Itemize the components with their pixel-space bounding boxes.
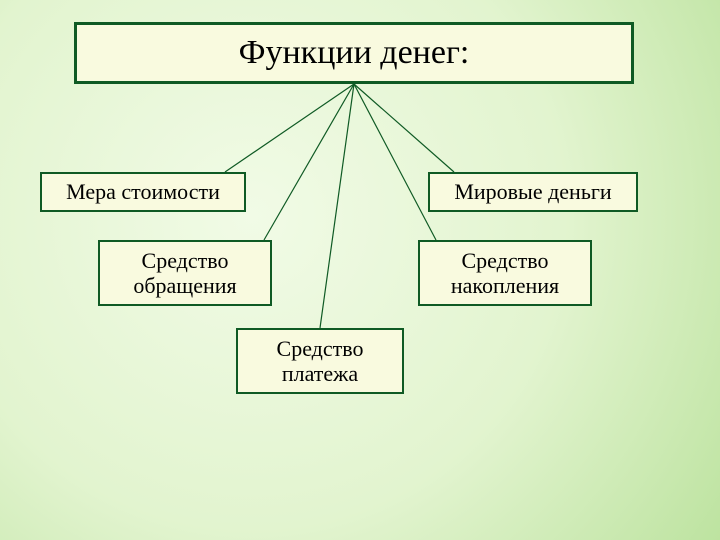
node-label: Средство платежа [277,336,364,387]
edge-to-n4 [354,84,436,240]
edge-to-n1 [225,84,354,172]
title-box: Функции денег: [74,22,634,84]
node-label: Мировые деньги [454,179,611,204]
node-label: Мера стоимости [66,179,220,204]
node-mera-stoimosti: Мера стоимости [40,172,246,212]
node-sredstvo-nakopleniya: Средство накопления [418,240,592,306]
node-sredstvo-platezha: Средство платежа [236,328,404,394]
edge-to-n2 [354,84,454,172]
node-mirovye-dengi: Мировые деньги [428,172,638,212]
title-text: Функции денег: [239,33,470,72]
edge-to-n5 [320,84,354,328]
node-sredstvo-obrashcheniya: Средство обращения [98,240,272,306]
node-label: Средство обращения [133,248,236,299]
diagram-canvas: Функции денег: Мера стоимости Мировые де… [0,0,720,540]
edge-to-n3 [264,84,354,240]
node-label: Средство накопления [451,248,559,299]
